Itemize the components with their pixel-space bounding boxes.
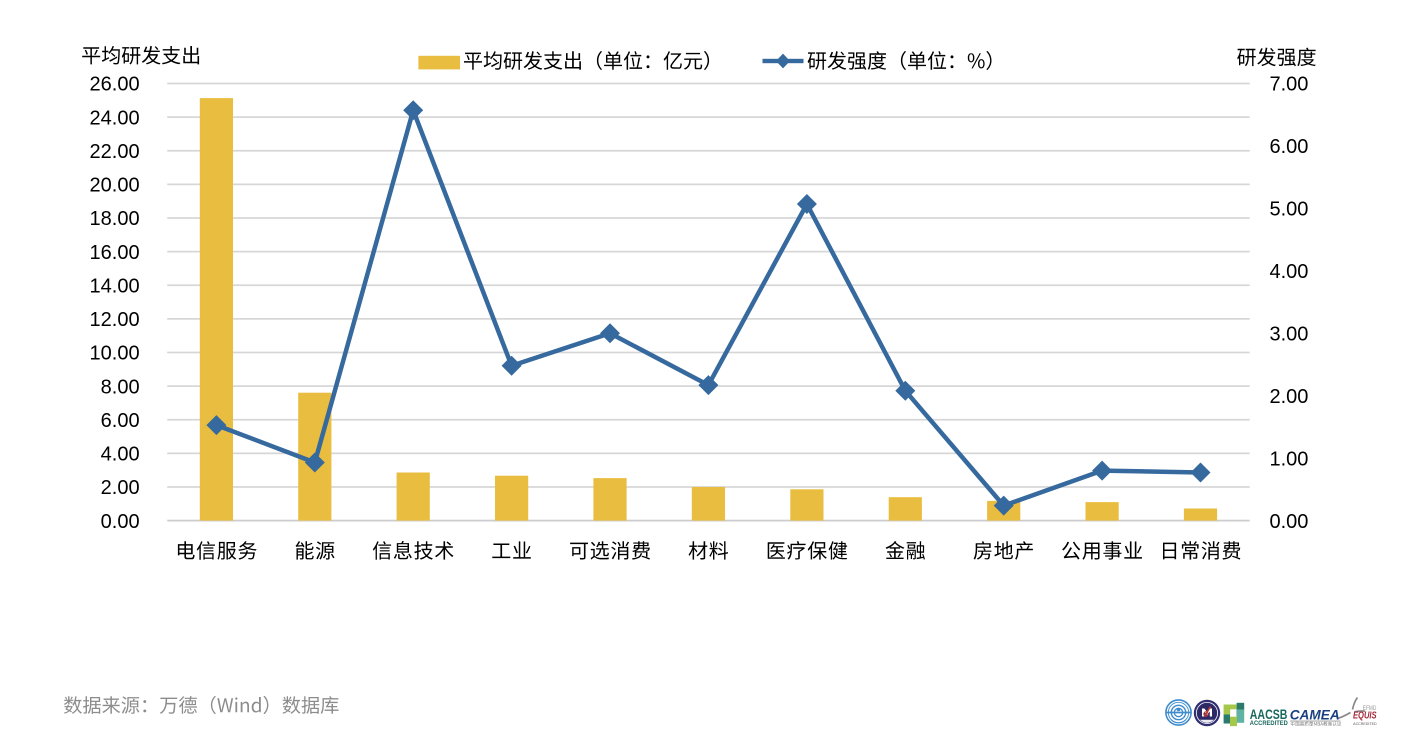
svg-text:7.00: 7.00	[1270, 74, 1309, 96]
svg-text:ACCREDITED: ACCREDITED	[1250, 720, 1288, 727]
svg-text:16.00: 16.00	[90, 242, 140, 264]
svg-text:12.00: 12.00	[90, 309, 140, 331]
svg-text:EFMD: EFMD	[1363, 706, 1377, 712]
svg-text:4.00: 4.00	[1270, 261, 1309, 283]
svg-text:22.00: 22.00	[90, 141, 140, 163]
svg-text:6.00: 6.00	[101, 410, 140, 432]
svg-text:26.00: 26.00	[90, 74, 140, 96]
svg-text:CAMEA: CAMEA	[1290, 708, 1340, 723]
svg-text:0.00: 0.00	[1270, 511, 1309, 533]
svg-text:6.00: 6.00	[1270, 136, 1309, 158]
svg-text:3.00: 3.00	[1270, 324, 1309, 346]
svg-text:ACCREDITED: ACCREDITED	[1353, 722, 1377, 726]
svg-text:2.00: 2.00	[101, 477, 140, 499]
svg-text:10.00: 10.00	[90, 343, 140, 365]
svg-text:1.00: 1.00	[1270, 448, 1309, 470]
svg-text:2.00: 2.00	[1270, 386, 1309, 408]
svg-text:EQUIS: EQUIS	[1353, 711, 1377, 722]
svg-text:5.00: 5.00	[1270, 199, 1309, 221]
svg-text:4.00: 4.00	[101, 444, 140, 466]
svg-text:0.00: 0.00	[101, 511, 140, 533]
svg-text:20.00: 20.00	[90, 175, 140, 197]
svg-text:AACSB: AACSB	[1250, 707, 1288, 722]
svg-text:24.00: 24.00	[90, 107, 140, 129]
svg-text:14.00: 14.00	[90, 275, 140, 297]
svg-text:18.00: 18.00	[90, 208, 140, 230]
svg-text:8.00: 8.00	[101, 376, 140, 398]
